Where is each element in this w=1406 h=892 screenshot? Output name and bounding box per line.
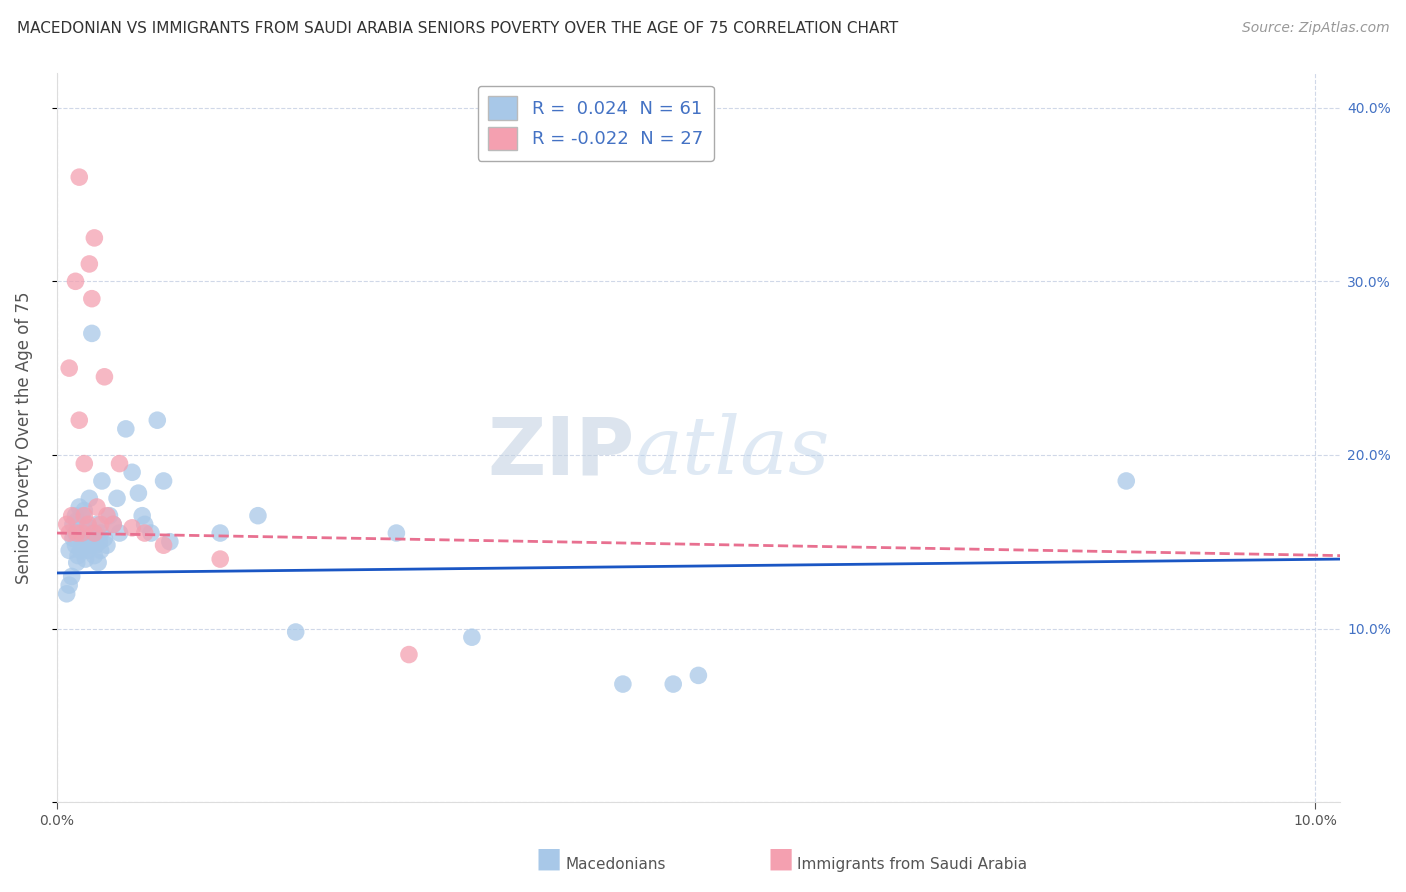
Text: Source: ZipAtlas.com: Source: ZipAtlas.com <box>1241 21 1389 36</box>
Point <box>93 531 115 545</box>
Point <box>80 326 103 341</box>
Point <box>67 526 90 541</box>
Point <box>73 531 96 545</box>
Point <box>461 630 484 644</box>
Point <box>79 538 101 552</box>
Point <box>89 534 111 549</box>
Text: ■: ■ <box>768 845 793 872</box>
Point <box>688 668 710 682</box>
Point <box>83 526 105 541</box>
Point <box>70 521 93 535</box>
Point <box>90 474 112 488</box>
Point <box>209 552 232 566</box>
Point <box>103 517 125 532</box>
Point <box>77 543 100 558</box>
Text: atlas: atlas <box>634 413 830 491</box>
Point <box>146 413 169 427</box>
Point <box>62 517 84 532</box>
Point <box>105 491 128 506</box>
Point <box>246 508 269 523</box>
Point <box>77 517 100 532</box>
Point <box>83 526 105 541</box>
Point <box>67 413 90 427</box>
Point <box>55 587 77 601</box>
Point <box>65 508 87 523</box>
Point <box>80 531 103 545</box>
Point <box>86 500 108 514</box>
Point <box>65 274 87 288</box>
Point <box>1115 474 1137 488</box>
Text: Immigrants from Saudi Arabia: Immigrants from Saudi Arabia <box>797 857 1028 872</box>
Point <box>79 257 101 271</box>
Point <box>66 526 89 541</box>
Point <box>127 486 149 500</box>
Point <box>84 538 107 552</box>
Point <box>58 361 80 376</box>
Point <box>134 517 156 532</box>
Point <box>75 552 97 566</box>
Point <box>612 677 634 691</box>
Point <box>86 517 108 532</box>
Point <box>83 231 105 245</box>
Point <box>80 292 103 306</box>
Point <box>121 465 143 479</box>
Point <box>152 538 174 552</box>
Y-axis label: Seniors Poverty Over the Age of 75: Seniors Poverty Over the Age of 75 <box>15 292 32 583</box>
Point <box>96 538 118 552</box>
Point <box>131 508 153 523</box>
Point <box>70 508 93 523</box>
Point <box>159 534 181 549</box>
Point <box>87 556 110 570</box>
Point <box>96 508 118 523</box>
Point <box>108 457 131 471</box>
Point <box>73 508 96 523</box>
Point <box>90 543 112 558</box>
Point <box>90 526 112 541</box>
Point <box>58 526 80 541</box>
Point <box>284 625 307 640</box>
Point <box>79 521 101 535</box>
Point <box>209 526 232 541</box>
Point <box>58 543 80 558</box>
Point <box>67 500 90 514</box>
Text: ZIP: ZIP <box>486 413 634 491</box>
Point <box>65 526 87 541</box>
Point <box>385 526 408 541</box>
Point <box>73 457 96 471</box>
Point <box>65 538 87 552</box>
Point <box>58 578 80 592</box>
Point <box>66 549 89 563</box>
Point <box>73 503 96 517</box>
Point <box>70 526 93 541</box>
Point <box>90 517 112 532</box>
Point <box>93 369 115 384</box>
Point <box>60 569 83 583</box>
Point <box>108 526 131 541</box>
Point <box>62 531 84 545</box>
Point <box>121 521 143 535</box>
Point <box>77 534 100 549</box>
Point <box>79 491 101 506</box>
Point <box>66 514 89 528</box>
Point <box>103 517 125 532</box>
Point <box>60 508 83 523</box>
Point <box>662 677 685 691</box>
Point <box>67 170 90 185</box>
Point <box>55 517 77 532</box>
Point <box>398 648 420 662</box>
Point <box>69 543 91 558</box>
Legend: R =  0.024  N = 61, R = -0.022  N = 27: R = 0.024 N = 61, R = -0.022 N = 27 <box>478 86 714 161</box>
Point <box>114 422 136 436</box>
Point <box>134 526 156 541</box>
Point <box>83 549 105 563</box>
Point <box>139 526 162 541</box>
Point <box>152 474 174 488</box>
Text: ■: ■ <box>536 845 561 872</box>
Text: Macedonians: Macedonians <box>565 857 665 872</box>
Text: MACEDONIAN VS IMMIGRANTS FROM SAUDI ARABIA SENIORS POVERTY OVER THE AGE OF 75 CO: MACEDONIAN VS IMMIGRANTS FROM SAUDI ARAB… <box>17 21 898 37</box>
Point <box>98 508 121 523</box>
Point <box>70 538 93 552</box>
Point <box>66 556 89 570</box>
